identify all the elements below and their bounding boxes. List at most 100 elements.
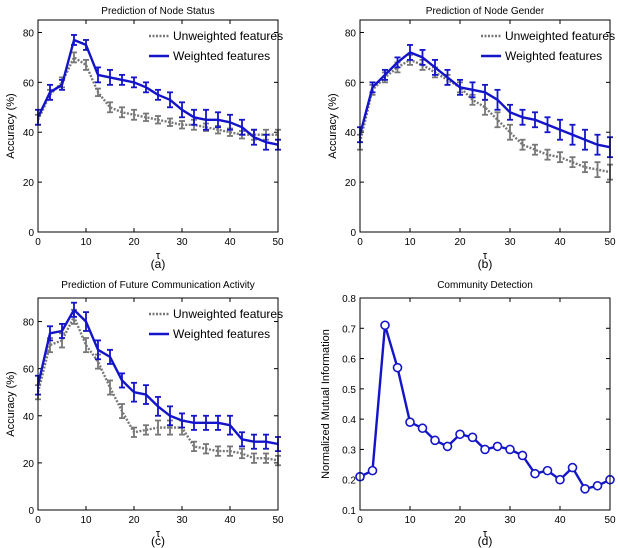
chart-title: Prediction of Future Communication Activ… xyxy=(61,280,254,291)
y-axis-label: Accuracy (%) xyxy=(5,371,17,436)
x-axis-label: τ xyxy=(483,250,488,262)
x-tick-label: 0 xyxy=(35,237,41,248)
series-line xyxy=(36,56,278,136)
series-weighted-features xyxy=(35,34,281,151)
x-axis-label: τ xyxy=(156,250,161,262)
x-tick-label: 20 xyxy=(454,515,466,526)
series-line xyxy=(355,320,615,494)
chart-title: Prediction of Node Gender xyxy=(426,6,545,17)
y-tick-label: 80 xyxy=(345,28,357,39)
series-line xyxy=(358,58,611,174)
data-point xyxy=(455,429,465,440)
y-tick-label: 0.5 xyxy=(342,385,356,396)
y-tick-label: 0.8 xyxy=(342,294,356,305)
chart-panel-2: Prediction of Node Gender 0 10 20 30 40 50 0 20 4… xyxy=(327,6,616,271)
y-tick-label: 60 xyxy=(345,78,357,89)
y-axis-label: Normalized Mutual Information xyxy=(320,329,332,479)
plot-frame xyxy=(359,297,611,511)
y-tick-label: 0 xyxy=(350,228,356,239)
data-point xyxy=(442,441,453,452)
x-tick-label: 40 xyxy=(224,515,236,526)
y-tick-label: 80 xyxy=(23,28,35,39)
series-line xyxy=(358,51,611,149)
y-tick-label: 20 xyxy=(345,178,357,189)
x-axis-label: τ xyxy=(156,528,161,540)
legend: Unweighted features Weighted features xyxy=(149,307,283,341)
y-tick-label: 0.3 xyxy=(342,445,356,456)
data-point xyxy=(417,423,428,434)
data-point xyxy=(467,432,478,443)
x-tick-label: 0 xyxy=(357,515,363,526)
series-weighted-features xyxy=(357,44,613,159)
series-line xyxy=(36,315,279,462)
plot-frame xyxy=(37,297,279,511)
legend-label: Weighted features xyxy=(173,49,270,63)
data-point xyxy=(592,480,603,491)
y-axis-label: Accuracy (%) xyxy=(5,93,17,158)
panel-caption: (d) xyxy=(478,534,493,548)
y-tick-label: 0 xyxy=(28,228,34,239)
plot-frame xyxy=(37,19,279,233)
data-point xyxy=(492,441,503,452)
panel-caption: (b) xyxy=(478,257,493,271)
x-tick-label: 50 xyxy=(604,237,616,248)
chart-panel-4: Community Detection 0 10 20 30 40 50 0.1 0.2 0.3 0… xyxy=(320,280,616,548)
legend-label: Unweighted features xyxy=(173,29,283,43)
data-point xyxy=(405,417,415,427)
y-tick-label: 20 xyxy=(23,178,35,189)
data-point xyxy=(480,444,490,455)
y-tick-label: 0.2 xyxy=(342,476,356,487)
y-tick-label: 40 xyxy=(23,412,35,423)
y-tick-label: 80 xyxy=(23,318,35,329)
x-tick-label: 30 xyxy=(504,237,516,248)
x-tick-label: 10 xyxy=(80,515,92,526)
data-point xyxy=(367,465,378,476)
chart-panel-3: Prediction of Future Communication Activ… xyxy=(5,280,284,548)
series-line xyxy=(36,308,279,446)
chart-panel-1: Prediction of Node Status 0 10 20 30 40 50 0 20 4… xyxy=(5,6,284,271)
data-point xyxy=(567,462,578,473)
legend-label: Unweighted features xyxy=(505,29,615,43)
data-point xyxy=(392,362,403,373)
plot-frame xyxy=(359,19,611,233)
y-tick-label: 0.4 xyxy=(342,415,356,426)
data-point xyxy=(430,435,440,446)
y-tick-label: 60 xyxy=(23,365,35,376)
chart-title: Community Detection xyxy=(437,280,533,291)
data-point xyxy=(380,320,390,331)
data-point xyxy=(542,465,553,476)
data-point xyxy=(517,450,528,461)
legend: Unweighted features Weighted features xyxy=(481,29,615,63)
x-tick-label: 30 xyxy=(176,237,188,248)
x-tick-label: 30 xyxy=(176,515,188,526)
x-tick-label: 0 xyxy=(357,237,363,248)
y-tick-label: 40 xyxy=(23,128,35,139)
y-tick-label: 0.1 xyxy=(342,506,356,517)
x-tick-label: 50 xyxy=(272,515,284,526)
y-tick-label: 0.6 xyxy=(342,355,356,366)
data-point xyxy=(580,483,590,494)
series-line xyxy=(36,38,279,146)
data-point xyxy=(555,474,565,485)
series-unweighted-features xyxy=(357,54,613,181)
x-tick-label: 50 xyxy=(272,237,284,248)
x-tick-label: 40 xyxy=(554,515,566,526)
y-axis-label: Accuracy (%) xyxy=(327,93,339,158)
y-tick-label: 40 xyxy=(345,128,357,139)
x-tick-label: 10 xyxy=(80,237,92,248)
panel-caption: (c) xyxy=(151,534,165,548)
x-tick-label: 40 xyxy=(224,237,236,248)
legend-label: Unweighted features xyxy=(173,307,283,321)
y-tick-label: 20 xyxy=(23,459,35,470)
x-axis-label: τ xyxy=(483,528,488,540)
x-tick-label: 0 xyxy=(35,515,41,526)
data-point xyxy=(530,468,540,479)
chart-title: Prediction of Node Status xyxy=(101,6,214,17)
legend: Unweighted features Weighted features xyxy=(149,29,283,63)
y-tick-label: 0 xyxy=(28,506,34,517)
panel-caption: (a) xyxy=(151,257,166,271)
data-point xyxy=(505,444,515,455)
x-tick-label: 20 xyxy=(128,515,140,526)
y-tick-label: 60 xyxy=(23,78,35,89)
